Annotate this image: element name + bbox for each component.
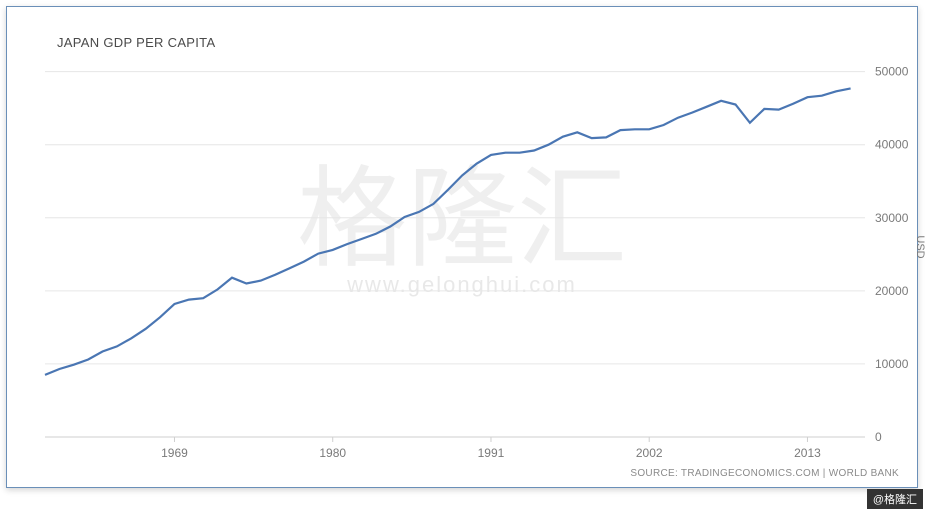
chart-frame: JAPAN GDP PER CAPITA 格隆汇 www.gelonghui.c… [6, 6, 918, 488]
chart-title: JAPAN GDP PER CAPITA [57, 35, 215, 50]
plot-area: 19691980199120022013 0100002000030000400… [45, 57, 865, 437]
y-tick-label: 0 [875, 430, 882, 444]
x-tick-label: 2002 [636, 446, 663, 460]
y-tick-label: 10000 [875, 357, 909, 371]
x-tick-label: 2013 [794, 446, 821, 460]
chart-svg: 19691980199120022013 0100002000030000400… [45, 57, 865, 437]
x-tick-label: 1991 [478, 446, 505, 460]
credit-badge: @格隆汇 [867, 489, 923, 509]
y-tick-label: 40000 [875, 138, 909, 152]
gdp-line [45, 88, 851, 375]
y-tick-label: 30000 [875, 211, 909, 225]
y-axis-label: USD [914, 235, 925, 258]
y-tick-label: 20000 [875, 284, 909, 298]
source-attribution: SOURCE: TRADINGECONOMICS.COM | WORLD BAN… [630, 468, 899, 479]
y-tick-label: 50000 [875, 65, 909, 79]
x-tick-label: 1969 [161, 446, 188, 460]
x-tick-label: 1980 [319, 446, 346, 460]
